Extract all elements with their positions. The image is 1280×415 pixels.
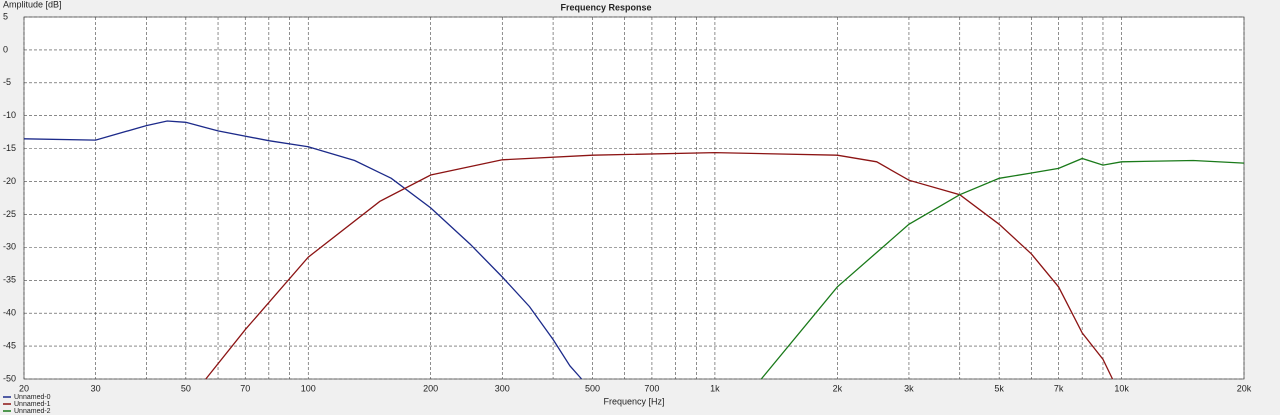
y-tick-label: -25 bbox=[3, 209, 16, 219]
x-tick-label: 50 bbox=[181, 383, 191, 393]
data-line bbox=[760, 157, 1245, 380]
y-tick-label: 5 bbox=[3, 11, 8, 21]
x-tick-label: 70 bbox=[240, 383, 250, 393]
y-tick-label: -20 bbox=[3, 176, 16, 186]
legend-label: Unnamed-0 bbox=[14, 394, 51, 401]
y-tick-label: 0 bbox=[3, 44, 8, 54]
x-tick-label: 30 bbox=[91, 383, 101, 393]
y-axis-label: Amplitude [dB] bbox=[3, 0, 62, 9]
legend-label: Unnamed-2 bbox=[14, 408, 51, 415]
x-tick-label: 700 bbox=[644, 383, 659, 393]
plot-area bbox=[23, 16, 1245, 380]
x-axis-label: Frequency [Hz] bbox=[603, 396, 664, 406]
x-tick-label: 20 bbox=[19, 383, 29, 393]
data-line bbox=[23, 120, 583, 380]
y-tick-label: -40 bbox=[3, 308, 16, 318]
x-tick-label: 3k bbox=[904, 383, 914, 393]
y-tick-label: -15 bbox=[3, 143, 16, 153]
y-tick-label: -10 bbox=[3, 110, 16, 120]
x-tick-label: 7k bbox=[1054, 383, 1064, 393]
x-tick-label: 300 bbox=[495, 383, 510, 393]
chart-title: Frequency Response bbox=[560, 2, 651, 12]
data-line bbox=[205, 151, 1114, 380]
x-tick-label: 500 bbox=[585, 383, 600, 393]
x-tick-label: 20k bbox=[1237, 383, 1252, 393]
y-tick-label: -5 bbox=[3, 77, 11, 87]
y-tick-label: -30 bbox=[3, 242, 16, 252]
x-tick-label: 200 bbox=[423, 383, 438, 393]
y-tick-label: -35 bbox=[3, 275, 16, 285]
x-tick-label: 10k bbox=[1114, 383, 1129, 393]
x-tick-label: 100 bbox=[301, 383, 316, 393]
legend-label: Unnamed-1 bbox=[14, 401, 51, 408]
x-tick-label: 5k bbox=[994, 383, 1004, 393]
y-tick-label: -50 bbox=[3, 373, 16, 383]
x-tick-label: 1k bbox=[710, 383, 720, 393]
y-tick-label: -45 bbox=[3, 340, 16, 350]
x-tick-label: 2k bbox=[833, 383, 843, 393]
